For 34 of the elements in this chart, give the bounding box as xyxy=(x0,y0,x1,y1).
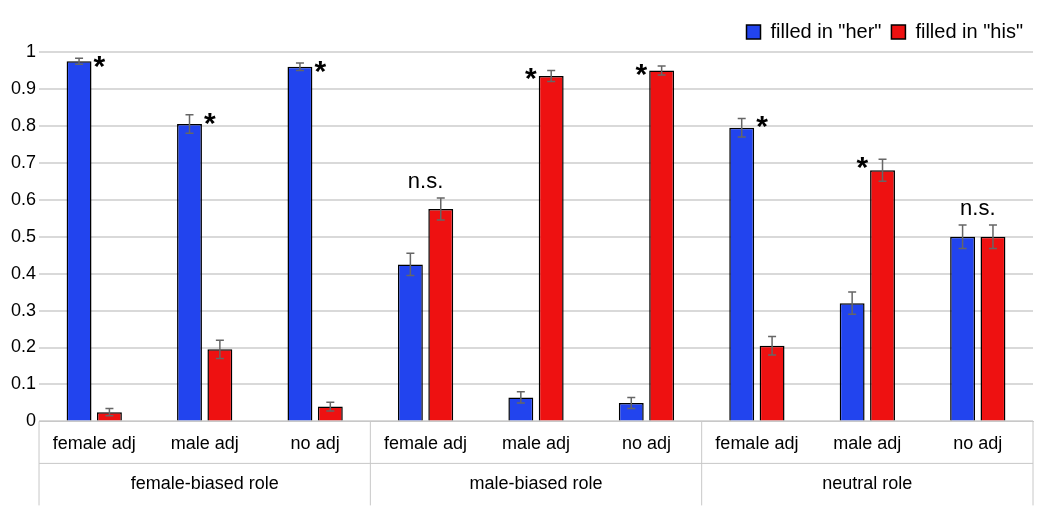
y-tick-label: 0.7 xyxy=(10,151,37,172)
x-tick-label: no adj xyxy=(621,433,671,454)
annotation: * xyxy=(635,57,648,91)
y-tick-label: 0.9 xyxy=(10,77,37,98)
annotation: * xyxy=(856,150,869,184)
x-tick-label: male adj xyxy=(501,433,571,454)
text: neutral role xyxy=(822,473,913,494)
y-tick-label: 0.8 xyxy=(10,114,37,135)
text: male-biased role xyxy=(469,473,603,494)
annotation: * xyxy=(203,105,216,139)
text: female-biased role xyxy=(130,473,279,494)
legend-label: filled in "her" xyxy=(770,19,882,42)
x-tick-label: female adj xyxy=(384,433,468,454)
legend-label: filled in "his" xyxy=(915,19,1023,42)
annotation: n.s. xyxy=(407,167,444,193)
y-tick-label: 0 xyxy=(26,410,37,431)
y-tick-label: 0.5 xyxy=(10,225,37,246)
x-tick-label: male adj xyxy=(833,433,902,454)
y-tick-label: 0.4 xyxy=(10,262,37,283)
x-tick-label: female adj xyxy=(715,433,799,454)
y-tick-label: 0.2 xyxy=(10,336,37,357)
annotation: * xyxy=(756,109,769,143)
x-tick-label: no adj xyxy=(290,433,340,454)
y-tick-label: 0.3 xyxy=(10,299,37,320)
annotation: * xyxy=(314,54,327,88)
annotation: * xyxy=(525,61,538,95)
x-tick-label: female adj xyxy=(52,433,136,454)
y-tick-label: 1 xyxy=(26,40,37,61)
annotation: n.s. xyxy=(960,194,996,220)
annotation: * xyxy=(93,49,106,83)
y-tick-label: 0.1 xyxy=(10,373,37,394)
y-tick-label: 0.6 xyxy=(10,188,37,209)
x-tick-label: no adj xyxy=(953,433,1003,454)
x-tick-label: male adj xyxy=(170,433,239,454)
